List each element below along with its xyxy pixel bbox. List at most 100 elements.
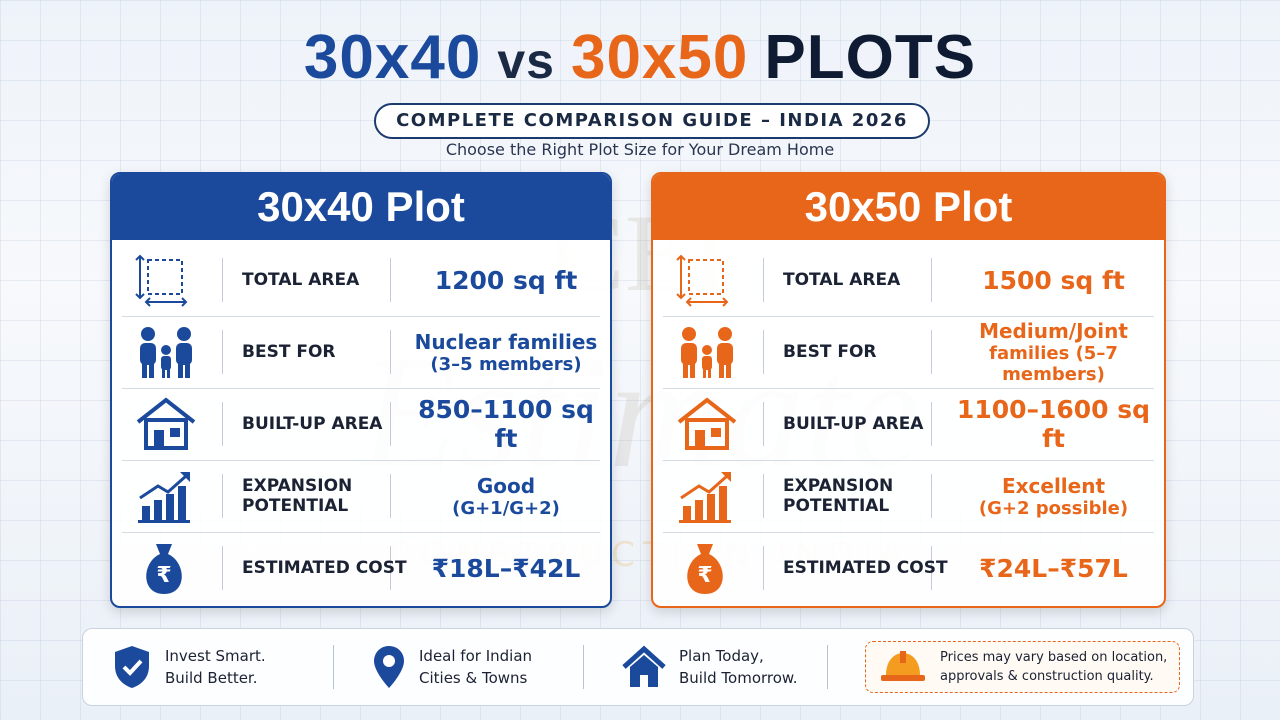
family-icon xyxy=(140,327,192,378)
row-label: TOTAL AREA xyxy=(242,244,359,316)
value-line: Good xyxy=(476,473,536,498)
card-row: ₹ ESTIMATED COST ₹18L–₹42L xyxy=(122,532,600,604)
separator xyxy=(222,330,223,374)
card-row: BUILT-UP AREA 1100–1600 sq ft xyxy=(663,388,1154,461)
plot-card: 30x40 Plot TOTAL AREA 1200 sq ft BEST FOR Nu… xyxy=(110,172,612,608)
value-line: 850–1100 sq ft xyxy=(418,395,594,453)
row-value: Medium/Joint families (5–7 members) xyxy=(953,316,1154,388)
footer-line: Build Better. xyxy=(165,669,258,687)
footer-text: Plan Today, Build Tomorrow. xyxy=(679,645,798,689)
value-line: (3–5 members) xyxy=(430,353,582,375)
separator xyxy=(763,402,764,446)
separator xyxy=(390,258,391,302)
label-line: BEST FOR xyxy=(242,342,336,362)
helmet-icon xyxy=(881,651,925,681)
value-line: families (5–7 members) xyxy=(989,343,1118,385)
title-part: 30x40 xyxy=(303,23,482,92)
label-line: TOTAL AREA xyxy=(783,270,901,290)
family-icon xyxy=(681,327,733,378)
footer-line: approvals & construction quality. xyxy=(940,669,1154,684)
growth-icon xyxy=(679,472,731,523)
value-line: (G+2 possible) xyxy=(978,497,1129,519)
label-line: ESTIMATED COST xyxy=(242,558,407,578)
separator xyxy=(222,546,223,590)
area-icon xyxy=(676,254,729,307)
separator xyxy=(390,474,391,518)
separator xyxy=(931,402,932,446)
footer-text: Ideal for Indian Cities & Towns xyxy=(419,645,532,689)
row-label: BUILT-UP AREA xyxy=(783,388,923,460)
money-bag-icon: ₹ xyxy=(146,544,182,594)
card-row: TOTAL AREA 1500 sq ft xyxy=(663,244,1154,317)
card-title: 30x40 Plot xyxy=(112,174,610,240)
label-line: POTENTIAL xyxy=(242,496,349,516)
card-row: ₹ ESTIMATED COST ₹24L–₹57L xyxy=(663,532,1154,604)
value-line: ₹18L–₹42L xyxy=(431,553,581,583)
title-part: PLOTS xyxy=(764,23,977,92)
row-value: 1100–1600 sq ft xyxy=(953,388,1154,460)
money-bag-icon: ₹ xyxy=(687,544,723,594)
growth-icon xyxy=(138,472,190,523)
separator xyxy=(390,402,391,446)
svg-text:₹: ₹ xyxy=(697,563,712,588)
value-line: Excellent xyxy=(1001,473,1106,498)
label-line: BUILT-UP AREA xyxy=(242,414,383,434)
separator xyxy=(931,330,932,374)
label-line: TOTAL AREA xyxy=(242,270,360,290)
label-line: EXPANSION xyxy=(242,476,353,496)
shield-icon xyxy=(115,646,149,688)
label-line: BEST FOR xyxy=(783,342,877,362)
value-line: ₹24L–₹57L xyxy=(979,553,1128,583)
footer-text: Invest Smart. Build Better. xyxy=(165,645,266,689)
row-label: BUILT-UP AREA xyxy=(242,388,382,460)
card-row: BEST FOR Medium/Joint families (5–7 member… xyxy=(663,316,1154,389)
plot-card: 30x50 Plot TOTAL AREA 1500 sq ft BEST FOR Me… xyxy=(651,172,1166,608)
card-row: EXPANSION POTENTIAL Excellent (G+2 possible… xyxy=(663,460,1154,533)
row-value: 850–1100 sq ft xyxy=(412,388,600,460)
footer-item: Invest Smart. Build Better. xyxy=(111,629,266,705)
row-value: ₹24L–₹57L xyxy=(953,532,1154,604)
row-value: Excellent (G+2 possible) xyxy=(953,460,1154,532)
row-label: BEST FOR xyxy=(783,316,876,388)
house-icon xyxy=(677,397,737,450)
row-value: ₹18L–₹42L xyxy=(412,532,600,604)
separator xyxy=(931,258,932,302)
footer-line: Ideal for Indian xyxy=(419,647,533,665)
separator xyxy=(763,474,764,518)
footer: Invest Smart. Build Better. Ideal for Indi… xyxy=(82,628,1194,706)
row-label: TOTAL AREA xyxy=(783,244,900,316)
tagline-text: Choose the Right Plot Size for Your Drea… xyxy=(445,140,835,159)
separator xyxy=(763,546,764,590)
footer-line: Invest Smart. xyxy=(165,647,266,665)
svg-text:₹: ₹ xyxy=(156,563,171,588)
row-label: EXPANSION POTENTIAL xyxy=(242,460,352,532)
separator xyxy=(222,474,223,518)
footer-line: Plan Today, xyxy=(679,647,764,665)
separator xyxy=(763,330,764,374)
row-value: Good (G+1/G+2) xyxy=(412,460,600,532)
separator xyxy=(931,546,932,590)
separator xyxy=(390,546,391,590)
separator xyxy=(390,330,391,374)
value-line: 1500 sq ft xyxy=(982,265,1125,295)
card-row: BEST FOR Nuclear families (3–5 members) xyxy=(122,316,600,389)
card-row: BUILT-UP AREA 850–1100 sq ft xyxy=(122,388,600,461)
value-line: 1200 sq ft xyxy=(434,265,578,295)
label-line: ESTIMATED COST xyxy=(783,558,948,578)
row-label: EXPANSION POTENTIAL xyxy=(783,460,893,532)
value-line: (G+1/G+2) xyxy=(452,497,560,519)
title-part: 30x50 xyxy=(570,23,749,92)
value-line: 1100–1600 sq ft xyxy=(956,395,1151,453)
value-line: Medium/Joint xyxy=(979,319,1128,343)
title-part: vs xyxy=(497,33,555,89)
footer-separator xyxy=(333,645,334,689)
footer-item: Prices may vary based on location, approv… xyxy=(865,641,1181,693)
footer-line: Cities & Towns xyxy=(419,669,528,687)
row-value: 1200 sq ft xyxy=(412,244,600,316)
location-icon xyxy=(374,646,404,688)
card-title: 30x50 Plot xyxy=(653,174,1164,240)
row-value: 1500 sq ft xyxy=(953,244,1154,316)
footer-separator xyxy=(583,645,584,689)
